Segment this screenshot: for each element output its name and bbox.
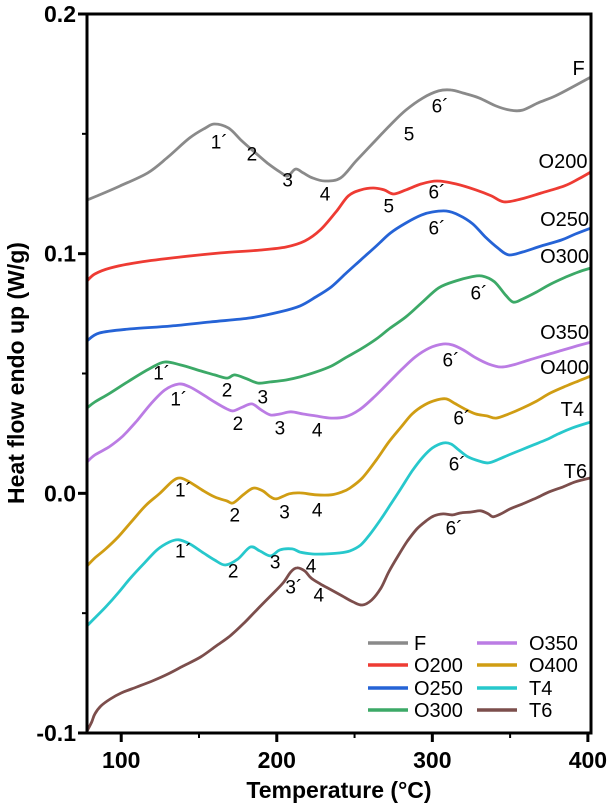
- curve-T6: [85, 476, 593, 733]
- curve-end-labels: F O200 O250 O300 O350 O400 T4 T6: [539, 58, 589, 483]
- peak-label-T4: 2: [228, 562, 239, 583]
- x-axis-title: Temperature (°C): [246, 777, 431, 803]
- y-tick-label: 0.0: [44, 480, 76, 506]
- peak-label-O350: 1´: [170, 390, 187, 411]
- curve-T4: [85, 420, 593, 628]
- peak-label-O200: 5: [383, 197, 394, 218]
- curve-label-O300: O300: [540, 246, 589, 268]
- peak-label-F: 3: [282, 171, 293, 192]
- curve-F: [85, 75, 593, 202]
- peak-label-T4: 4: [306, 557, 317, 578]
- axis-tick-labels: 100 200 300 400 0.2 0.1 0.0 -0.1: [36, 1, 607, 773]
- peak-label-T6: 4: [313, 586, 324, 607]
- peak-label-O300: 6´: [471, 284, 488, 305]
- legend-label-O300: O300: [414, 700, 463, 722]
- peak-label-F: 4: [320, 185, 331, 206]
- curve-O350: [85, 340, 593, 464]
- peak-label-O250: 6´: [429, 219, 446, 240]
- peak-label-T4: 6´: [449, 455, 466, 476]
- peak-label-O350: 4: [312, 421, 323, 442]
- curve-label-T4: T4: [561, 399, 584, 421]
- peak-label-T6: 3´: [285, 578, 302, 599]
- y-axis-title: Heat flow endo up (W/g): [3, 242, 29, 504]
- curve-label-O350: O350: [540, 322, 589, 344]
- curve-label-F: F: [572, 58, 584, 80]
- curve-O250: [85, 209, 593, 343]
- legend-label-O350: O350: [529, 633, 578, 655]
- peak-label-O350: 6´: [443, 351, 460, 372]
- peak-label-F: 2: [247, 145, 258, 166]
- peak-label-O200: 6´: [429, 183, 446, 204]
- axis-ticks: [78, 12, 590, 742]
- curves-layer: [85, 75, 593, 733]
- x-tick-label: 400: [569, 747, 607, 773]
- peak-label-T4: 3: [270, 553, 281, 574]
- peak-label-F: 6´: [432, 97, 449, 118]
- x-tick-label: 200: [258, 747, 296, 773]
- peak-label-O400: 6´: [453, 409, 470, 430]
- peak-label-T4: 1´: [175, 542, 192, 563]
- peak-label-O350: 3: [275, 419, 286, 440]
- peak-label-O300: 3: [257, 388, 268, 409]
- curve-O300: [85, 266, 593, 410]
- peak-label-F: 1´: [211, 133, 228, 154]
- legend-label-T6: T6: [529, 700, 552, 722]
- peak-label-T6: 6´: [446, 519, 463, 540]
- legend-label-F: F: [414, 633, 426, 655]
- curve-label-T6: T6: [564, 461, 587, 483]
- curve-O200: [85, 170, 593, 283]
- legend-label-T4: T4: [529, 678, 552, 700]
- curve-label-O400: O400: [540, 357, 589, 379]
- peak-label-O300: 1´: [153, 364, 170, 385]
- y-tick-label: 0.1: [44, 241, 76, 267]
- x-tick-label: 300: [413, 747, 451, 773]
- peak-label-O400: 1´: [175, 481, 192, 502]
- legend-label-O250: O250: [414, 678, 463, 700]
- x-tick-label: 100: [102, 747, 140, 773]
- curve-label-O250: O250: [540, 209, 589, 231]
- y-tick-label: -0.1: [36, 720, 76, 746]
- peak-label-F: 5: [404, 125, 415, 146]
- curve-O400: [85, 374, 593, 568]
- peak-label-O400: 4: [312, 501, 323, 522]
- peak-label-O400: 2: [229, 506, 240, 527]
- legend-label-O400: O400: [529, 655, 578, 677]
- peak-label-O400: 3: [279, 503, 290, 524]
- legend-label-O200: O200: [414, 655, 463, 677]
- peak-label-O350: 2: [233, 414, 244, 435]
- curve-label-O200: O200: [539, 151, 588, 173]
- y-tick-label: 0.2: [44, 1, 76, 27]
- peak-label-O300: 2: [222, 381, 233, 402]
